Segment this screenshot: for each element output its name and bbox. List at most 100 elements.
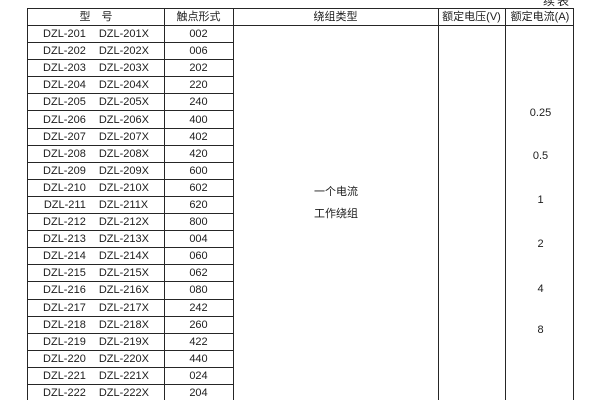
- table-row: DZL-218 DZL-218X 260: [28, 317, 233, 334]
- contact-form-cell: 260: [164, 317, 233, 333]
- model-cell: DZL-221 DZL-221X: [28, 368, 164, 384]
- model-cell: DZL-208 DZL-208X: [28, 146, 164, 162]
- model-cell: DZL-203 DZL-203X: [28, 60, 164, 76]
- contact-form-cell: 002: [164, 26, 233, 42]
- model-number-x: DZL-214X: [98, 250, 149, 263]
- rated-current-value: 0.25: [529, 107, 552, 119]
- contact-form-code: 440: [189, 352, 208, 365]
- model-cell: DZL-202 DZL-202X: [28, 43, 164, 59]
- column-divider: [164, 9, 165, 400]
- contact-form-code: 420: [189, 147, 208, 160]
- model-number: DZL-213: [43, 233, 86, 246]
- model-cell: DZL-222 DZL-222X: [28, 385, 164, 400]
- contact-form-code: 002: [189, 28, 208, 41]
- contact-form-code: 062: [189, 267, 208, 280]
- winding-type-cell: 一个电流 工作绕组: [234, 26, 438, 400]
- model-number-x: DZL-210X: [98, 181, 149, 194]
- contact-form-cell: 004: [164, 231, 233, 247]
- contact-form-cell: 402: [164, 129, 233, 145]
- rated-current-cell: 0.25 0.5 1 2 4 8: [506, 26, 575, 400]
- model-cell: DZL-212 DZL-212X: [28, 214, 164, 230]
- column-divider: [438, 9, 439, 400]
- contact-form-code: 602: [189, 181, 208, 194]
- contact-form-code: 620: [189, 198, 208, 211]
- model-number: DZL-208: [43, 147, 86, 160]
- contact-form-cell: 080: [164, 282, 233, 298]
- model-cell: DZL-217 DZL-217X: [28, 300, 164, 316]
- continued-table-label: 续表: [543, 0, 572, 8]
- table-row: DZL-210 DZL-210X 602: [28, 180, 233, 197]
- model-cell: DZL-219 DZL-219X: [28, 334, 164, 350]
- table-row: DZL-207 DZL-207X 402: [28, 129, 233, 146]
- model-number: DZL-216: [43, 284, 86, 297]
- table-row: DZL-216 DZL-216X 080: [28, 282, 233, 300]
- header-model: 型 号: [79, 11, 113, 23]
- table-row: DZL-202 DZL-202X 006: [28, 43, 233, 61]
- model-number: DZL-215: [43, 267, 86, 280]
- model-cell: DZL-216 DZL-216X: [28, 282, 164, 298]
- contact-form-cell: 242: [164, 300, 233, 316]
- table-row: DZL-206 DZL-206X 400: [28, 111, 233, 129]
- model-number: DZL-209: [43, 164, 86, 177]
- contact-form-cell: 620: [164, 197, 233, 213]
- model-number: DZL-202: [43, 45, 86, 58]
- contact-form-cell: 202: [164, 60, 233, 76]
- contact-form-code: 060: [189, 250, 208, 263]
- model-number: DZL-204: [43, 79, 86, 92]
- model-number-x: DZL-219X: [98, 335, 149, 348]
- contact-form-code: 422: [189, 335, 208, 348]
- table-row: DZL-205 DZL-205X 240: [28, 94, 233, 112]
- model-number: DZL-207: [43, 130, 86, 143]
- contact-form-code: 242: [189, 301, 208, 314]
- model-number-x: DZL-221X: [98, 369, 149, 382]
- model-number-x: DZL-201X: [98, 28, 149, 41]
- contact-form-cell: 060: [164, 248, 233, 264]
- model-number-x: DZL-213X: [98, 233, 149, 246]
- model-number: DZL-217: [43, 301, 86, 314]
- model-number: DZL-206: [43, 113, 86, 126]
- header-rated-voltage: 额定电压(V): [442, 11, 501, 23]
- table-row: DZL-217 DZL-217X 242: [28, 300, 233, 317]
- table-row: DZL-222 DZL-222X 204: [28, 385, 233, 400]
- rated-voltage-cell: [439, 26, 505, 400]
- model-number-x: DZL-217X: [98, 301, 149, 314]
- model-number: DZL-219: [43, 335, 86, 348]
- model-number: DZL-221: [43, 369, 86, 382]
- winding-type-text: 一个电流 工作绕组: [234, 182, 438, 225]
- table-row: DZL-211 DZL-211X 620: [28, 197, 233, 215]
- contact-form-cell: 240: [164, 94, 233, 110]
- contact-form-code: 202: [189, 62, 208, 75]
- winding-type-line1: 一个电流: [314, 186, 358, 198]
- table-row: DZL-209 DZL-209X 600: [28, 163, 233, 180]
- model-cell: DZL-204 DZL-204X: [28, 77, 164, 93]
- table-row: DZL-204 DZL-204X 220: [28, 77, 233, 95]
- model-number-x: DZL-220X: [98, 352, 149, 365]
- model-cell: DZL-206 DZL-206X: [28, 111, 164, 127]
- contact-form-cell: 062: [164, 265, 233, 281]
- contact-form-cell: 400: [164, 111, 233, 127]
- model-cell: DZL-207 DZL-207X: [28, 129, 164, 145]
- contact-form-cell: 422: [164, 334, 233, 350]
- column-divider: [233, 9, 234, 400]
- contact-form-cell: 600: [164, 163, 233, 179]
- model-number-x: DZL-206X: [98, 113, 149, 126]
- rated-current-value: 1: [537, 194, 544, 206]
- rated-current-value: 4: [537, 283, 544, 295]
- model-number: DZL-220: [43, 352, 86, 365]
- model-number: DZL-210: [43, 181, 86, 194]
- model-cell: DZL-210 DZL-210X: [28, 180, 164, 196]
- table-row: DZL-212 DZL-212X 800: [28, 214, 233, 232]
- model-number-x: DZL-222X: [98, 387, 149, 400]
- model-number-x: DZL-211X: [98, 198, 149, 211]
- model-cell: DZL-209 DZL-209X: [28, 163, 164, 179]
- model-number-x: DZL-218X: [98, 318, 149, 331]
- model-number: DZL-211: [43, 198, 86, 211]
- model-number: DZL-203: [43, 62, 86, 75]
- model-number-x: DZL-212X: [98, 216, 149, 229]
- model-number: DZL-214: [43, 250, 86, 263]
- contact-form-cell: 440: [164, 351, 233, 367]
- table-row: DZL-203 DZL-203X 202: [28, 60, 233, 78]
- model-cell: DZL-211 DZL-211X: [28, 197, 164, 213]
- model-number-x: DZL-207X: [98, 130, 149, 143]
